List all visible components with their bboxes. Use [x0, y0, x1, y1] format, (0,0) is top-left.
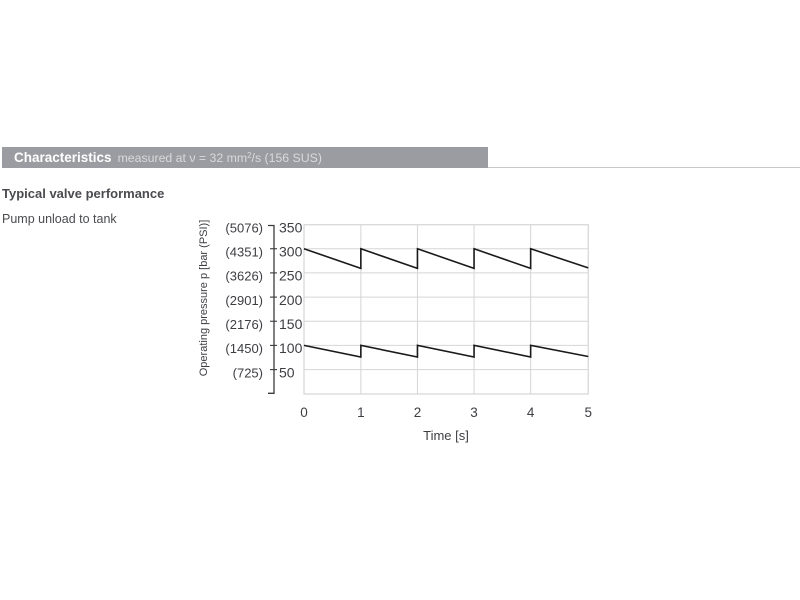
- svg-text:(5076): (5076): [225, 221, 263, 236]
- svg-text:(2176): (2176): [225, 317, 263, 332]
- svg-text:300: 300: [279, 244, 303, 260]
- svg-text:3: 3: [470, 405, 478, 420]
- svg-text:Time [s]: Time [s]: [423, 428, 469, 443]
- svg-text:200: 200: [279, 292, 303, 308]
- svg-text:150: 150: [279, 316, 303, 332]
- svg-text:(1450): (1450): [225, 341, 263, 356]
- svg-text:(4351): (4351): [225, 245, 263, 260]
- svg-text:(2901): (2901): [225, 293, 263, 308]
- svg-text:(725): (725): [233, 365, 263, 380]
- svg-text:350: 350: [279, 220, 303, 236]
- svg-text:(3626): (3626): [225, 269, 263, 284]
- svg-text:2: 2: [414, 405, 422, 420]
- svg-text:5: 5: [584, 405, 592, 420]
- svg-text:50: 50: [279, 364, 295, 380]
- svg-text:0: 0: [300, 405, 308, 420]
- svg-text:250: 250: [279, 268, 303, 284]
- svg-text:4: 4: [527, 405, 535, 420]
- svg-text:Operating pressure p [bar (PSI: Operating pressure p [bar (PSI)]: [198, 220, 210, 377]
- svg-text:1: 1: [357, 405, 365, 420]
- svg-text:100: 100: [279, 340, 303, 356]
